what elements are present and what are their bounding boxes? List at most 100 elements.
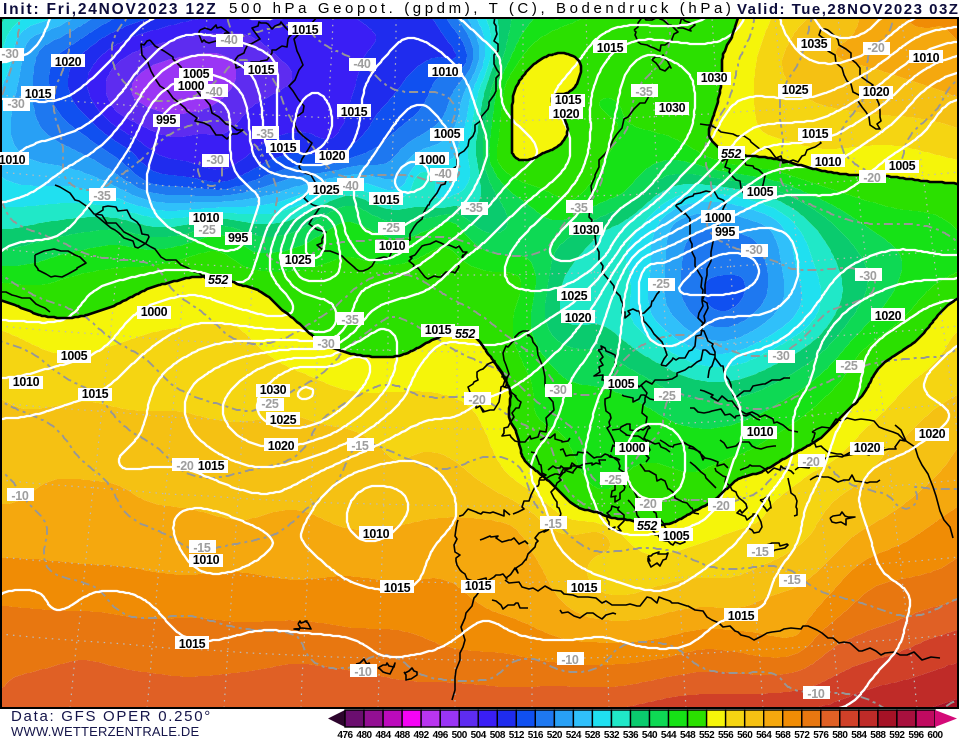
svg-text:-20: -20 — [712, 499, 730, 513]
svg-text:1025: 1025 — [270, 413, 297, 427]
svg-text:-15: -15 — [193, 541, 211, 555]
svg-text:-15: -15 — [544, 517, 562, 531]
svg-text:-25: -25 — [652, 277, 670, 291]
svg-text:-25: -25 — [382, 221, 400, 235]
svg-text:552: 552 — [637, 519, 657, 533]
svg-text:508: 508 — [490, 730, 506, 741]
svg-text:-30: -30 — [7, 97, 25, 111]
svg-text:596: 596 — [908, 730, 924, 741]
svg-text:1005: 1005 — [183, 67, 210, 81]
svg-text:1010: 1010 — [193, 211, 220, 225]
svg-text:540: 540 — [642, 730, 658, 741]
svg-text:-40: -40 — [220, 33, 238, 47]
svg-text:1010: 1010 — [363, 527, 390, 541]
svg-text:484: 484 — [376, 730, 392, 741]
svg-text:1000: 1000 — [141, 305, 168, 319]
svg-text:600: 600 — [927, 730, 943, 741]
svg-text:500: 500 — [452, 730, 468, 741]
svg-text:1020: 1020 — [875, 309, 902, 323]
svg-text:512: 512 — [509, 730, 525, 741]
svg-text:-25: -25 — [261, 397, 279, 411]
svg-text:476: 476 — [337, 730, 353, 741]
svg-text:-30: -30 — [549, 383, 567, 397]
svg-text:-20: -20 — [176, 459, 194, 473]
svg-text:-35: -35 — [256, 127, 274, 141]
svg-text:-25: -25 — [604, 473, 622, 487]
svg-text:1015: 1015 — [384, 581, 411, 595]
svg-text:1000: 1000 — [178, 79, 205, 93]
svg-text:1005: 1005 — [747, 185, 774, 199]
svg-text:1015: 1015 — [465, 579, 492, 593]
svg-text:1010: 1010 — [432, 65, 459, 79]
svg-text:995: 995 — [228, 231, 248, 245]
svg-text:1025: 1025 — [313, 183, 340, 197]
svg-text:576: 576 — [813, 730, 829, 741]
svg-text:556: 556 — [718, 730, 734, 741]
svg-text:-30: -30 — [1, 47, 19, 61]
svg-text:1030: 1030 — [260, 383, 287, 397]
svg-text:1020: 1020 — [553, 107, 580, 121]
svg-text:1015: 1015 — [270, 141, 297, 155]
svg-text:-30: -30 — [745, 243, 763, 257]
svg-text:1010: 1010 — [815, 155, 842, 169]
svg-text:1020: 1020 — [319, 149, 346, 163]
svg-text:536: 536 — [623, 730, 639, 741]
svg-text:544: 544 — [661, 730, 677, 741]
svg-text:560: 560 — [737, 730, 753, 741]
svg-text:-15: -15 — [351, 439, 369, 453]
svg-text:-35: -35 — [570, 201, 588, 215]
svg-text:1015: 1015 — [555, 93, 582, 107]
svg-text:-10: -10 — [561, 653, 579, 667]
svg-text:-25: -25 — [840, 359, 858, 373]
svg-text:1015: 1015 — [82, 387, 109, 401]
svg-text:-30: -30 — [859, 269, 877, 283]
svg-text:1025: 1025 — [561, 289, 588, 303]
svg-text:-40: -40 — [353, 57, 371, 71]
svg-text:1015: 1015 — [179, 637, 206, 651]
svg-text:492: 492 — [414, 730, 430, 741]
svg-text:480: 480 — [356, 730, 372, 741]
svg-text:528: 528 — [585, 730, 601, 741]
svg-text:496: 496 — [433, 730, 449, 741]
svg-text:1005: 1005 — [889, 159, 916, 173]
svg-text:-30: -30 — [206, 153, 224, 167]
svg-text:1030: 1030 — [573, 223, 600, 237]
svg-text:520: 520 — [547, 730, 563, 741]
svg-text:-35: -35 — [635, 85, 653, 99]
svg-text:1030: 1030 — [659, 101, 686, 115]
svg-text:1005: 1005 — [61, 349, 88, 363]
svg-text:1015: 1015 — [248, 63, 275, 77]
svg-text:552: 552 — [699, 730, 715, 741]
svg-text:-20: -20 — [639, 497, 657, 511]
svg-text:995: 995 — [715, 225, 735, 239]
svg-text:1025: 1025 — [782, 83, 809, 97]
svg-text:584: 584 — [851, 730, 867, 741]
svg-text:1020: 1020 — [863, 85, 890, 99]
svg-text:1005: 1005 — [434, 127, 461, 141]
svg-text:-10: -10 — [11, 489, 29, 503]
svg-text:592: 592 — [889, 730, 905, 741]
svg-text:1015: 1015 — [198, 459, 225, 473]
svg-text:-15: -15 — [783, 573, 801, 587]
svg-text:572: 572 — [794, 730, 810, 741]
svg-text:1015: 1015 — [292, 23, 319, 37]
svg-text:-25: -25 — [198, 223, 216, 237]
svg-text:995: 995 — [156, 113, 176, 127]
svg-text:1020: 1020 — [55, 55, 82, 69]
svg-text:-20: -20 — [867, 41, 885, 55]
svg-text:1015: 1015 — [341, 105, 368, 119]
svg-text:1025: 1025 — [285, 253, 312, 267]
svg-text:1010: 1010 — [913, 51, 940, 65]
svg-text:524: 524 — [566, 730, 582, 741]
svg-text:1015: 1015 — [728, 609, 755, 623]
svg-text:488: 488 — [395, 730, 411, 741]
svg-text:1030: 1030 — [701, 71, 728, 85]
svg-text:1015: 1015 — [802, 127, 829, 141]
svg-text:568: 568 — [775, 730, 791, 741]
svg-text:1010: 1010 — [379, 239, 406, 253]
svg-text:516: 516 — [528, 730, 544, 741]
svg-text:1010: 1010 — [13, 375, 40, 389]
svg-text:-35: -35 — [465, 201, 483, 215]
svg-text:1005: 1005 — [663, 529, 690, 543]
svg-text:1000: 1000 — [619, 441, 646, 455]
